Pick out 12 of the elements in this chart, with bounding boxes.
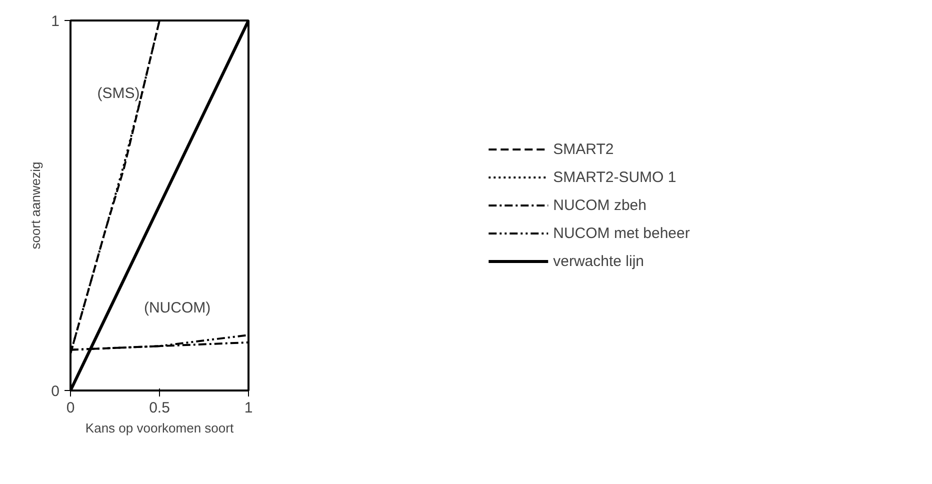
annotation: (SMS) xyxy=(97,84,140,102)
legend-label: SMART2-SUMO 1 xyxy=(553,168,676,186)
annotation: (NUCOM) xyxy=(144,300,211,316)
x-tick-label: 1 xyxy=(244,400,253,416)
legend-label: SMART2 xyxy=(553,140,614,158)
x-axis-title: Kans op voorkomen soort xyxy=(85,420,234,436)
legend-label: NUCOM zbeh xyxy=(553,196,646,214)
x-tick-label: 0 xyxy=(66,400,75,416)
legend-label: NUCOM met beheer xyxy=(553,224,690,242)
y-axis-title: soort aanwezig xyxy=(28,162,44,250)
x-tick-label: 0.5 xyxy=(149,400,170,416)
legend-label: verwachte lijn xyxy=(553,252,644,270)
